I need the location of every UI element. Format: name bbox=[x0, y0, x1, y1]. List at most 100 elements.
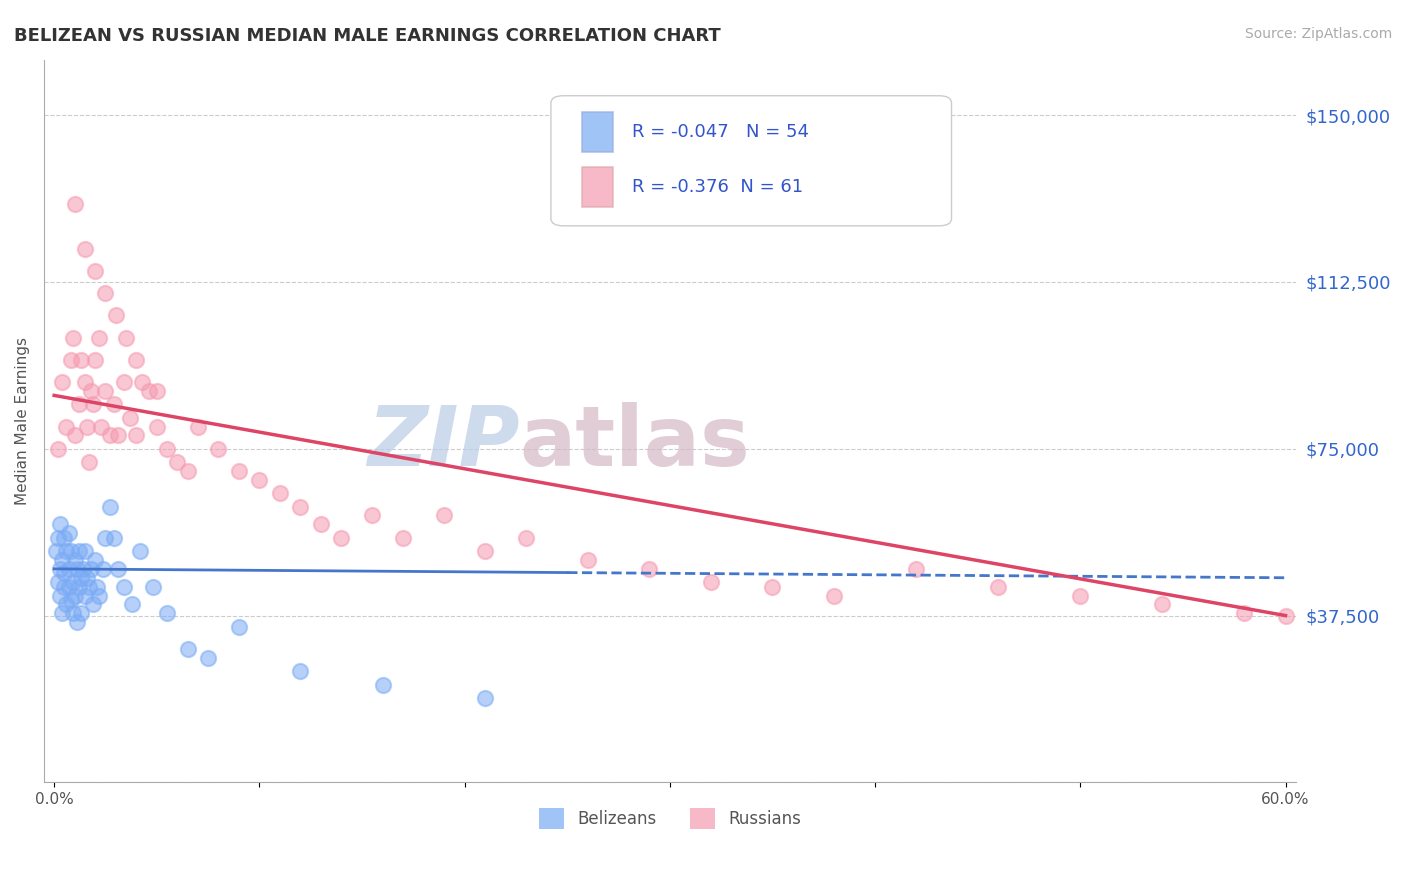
Point bbox=[104, 309, 127, 323]
Point bbox=[474, 690, 496, 705]
Point bbox=[207, 442, 229, 456]
Point bbox=[77, 455, 100, 469]
Point bbox=[80, 384, 103, 398]
Point bbox=[131, 375, 153, 389]
Point bbox=[66, 615, 89, 630]
Y-axis label: Median Male Earnings: Median Male Earnings bbox=[15, 337, 30, 505]
Point bbox=[55, 544, 77, 558]
Point bbox=[69, 571, 91, 585]
FancyBboxPatch shape bbox=[582, 168, 613, 207]
Point bbox=[45, 544, 67, 558]
Point bbox=[46, 442, 69, 456]
Point bbox=[58, 562, 80, 576]
Point bbox=[77, 580, 100, 594]
Point bbox=[228, 620, 250, 634]
Point bbox=[90, 419, 112, 434]
Point bbox=[46, 575, 69, 590]
Point bbox=[93, 562, 115, 576]
Point bbox=[103, 531, 125, 545]
Point bbox=[94, 384, 117, 398]
Point bbox=[59, 593, 82, 607]
Point bbox=[76, 419, 98, 434]
FancyBboxPatch shape bbox=[551, 95, 952, 226]
Point bbox=[115, 330, 138, 344]
Point bbox=[103, 397, 125, 411]
Point bbox=[125, 428, 148, 442]
Text: Source: ZipAtlas.com: Source: ZipAtlas.com bbox=[1244, 27, 1392, 41]
Point bbox=[73, 544, 96, 558]
Point bbox=[129, 544, 152, 558]
Point bbox=[120, 410, 142, 425]
Text: atlas: atlas bbox=[520, 402, 751, 483]
Text: ZIP: ZIP bbox=[367, 402, 520, 483]
Point bbox=[197, 650, 219, 665]
Point bbox=[290, 500, 312, 514]
Point bbox=[371, 677, 394, 691]
Point bbox=[82, 598, 104, 612]
Point bbox=[53, 580, 76, 594]
Point bbox=[51, 553, 73, 567]
Point bbox=[46, 531, 69, 545]
Point bbox=[84, 264, 107, 278]
Point bbox=[73, 375, 96, 389]
Point bbox=[309, 517, 332, 532]
Text: R = -0.376  N = 61: R = -0.376 N = 61 bbox=[633, 178, 803, 196]
Point bbox=[112, 375, 135, 389]
Point bbox=[58, 580, 80, 594]
Point bbox=[98, 428, 121, 442]
Point bbox=[49, 562, 72, 576]
Point bbox=[290, 664, 312, 678]
Point bbox=[55, 598, 77, 612]
Point bbox=[576, 553, 599, 567]
Point bbox=[49, 517, 72, 532]
Point bbox=[58, 526, 80, 541]
Point bbox=[145, 419, 167, 434]
Point bbox=[49, 589, 72, 603]
Point bbox=[67, 580, 90, 594]
Point bbox=[156, 442, 179, 456]
Point bbox=[187, 419, 209, 434]
Point bbox=[700, 575, 723, 590]
Text: R = -0.047   N = 54: R = -0.047 N = 54 bbox=[633, 123, 810, 141]
Point bbox=[63, 197, 86, 211]
Point bbox=[76, 571, 98, 585]
Point bbox=[112, 580, 135, 594]
Point bbox=[53, 531, 76, 545]
Point bbox=[51, 375, 73, 389]
Point bbox=[987, 580, 1010, 594]
Point bbox=[515, 531, 537, 545]
Point bbox=[67, 397, 90, 411]
Point bbox=[82, 397, 104, 411]
Point bbox=[69, 352, 91, 367]
Point bbox=[89, 589, 111, 603]
Point bbox=[433, 508, 456, 523]
Point bbox=[361, 508, 384, 523]
Point bbox=[125, 352, 148, 367]
Point bbox=[63, 428, 86, 442]
Point bbox=[392, 531, 415, 545]
Point bbox=[107, 428, 129, 442]
Point bbox=[905, 562, 928, 576]
Point bbox=[80, 562, 103, 576]
Point bbox=[1152, 598, 1174, 612]
Point bbox=[107, 562, 129, 576]
Point bbox=[84, 352, 107, 367]
Point bbox=[638, 562, 661, 576]
Point bbox=[142, 580, 165, 594]
Point bbox=[86, 580, 108, 594]
FancyBboxPatch shape bbox=[582, 112, 613, 152]
Point bbox=[66, 562, 89, 576]
Point bbox=[474, 544, 496, 558]
Point bbox=[1069, 589, 1091, 603]
Point bbox=[63, 589, 86, 603]
Point bbox=[62, 607, 84, 621]
Point bbox=[176, 464, 198, 478]
Point bbox=[145, 384, 167, 398]
Point bbox=[55, 419, 77, 434]
Point bbox=[156, 607, 179, 621]
Point bbox=[1274, 608, 1296, 623]
Point bbox=[761, 580, 783, 594]
Point bbox=[823, 589, 845, 603]
Text: BELIZEAN VS RUSSIAN MEDIAN MALE EARNINGS CORRELATION CHART: BELIZEAN VS RUSSIAN MEDIAN MALE EARNINGS… bbox=[14, 27, 721, 45]
Point bbox=[73, 589, 96, 603]
